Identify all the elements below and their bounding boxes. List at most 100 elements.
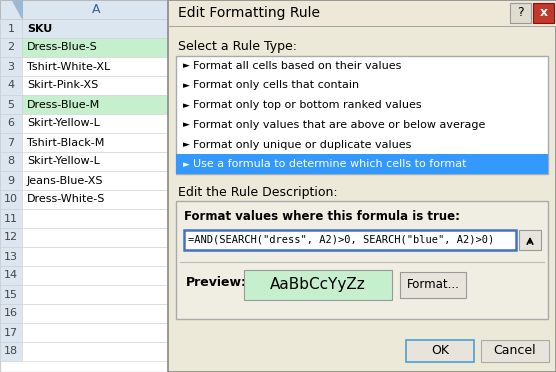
Text: ►: ► xyxy=(183,61,190,70)
Text: Edit the Rule Description:: Edit the Rule Description: xyxy=(178,186,337,199)
Text: Select a Rule Type:: Select a Rule Type: xyxy=(178,40,297,53)
Bar xyxy=(22,0,170,19)
Bar xyxy=(0,228,22,247)
Bar xyxy=(22,57,170,76)
Text: Format...: Format... xyxy=(406,279,459,292)
Bar xyxy=(22,342,170,361)
Bar xyxy=(510,3,531,23)
Text: ?: ? xyxy=(517,6,524,19)
Bar xyxy=(533,3,554,23)
Bar xyxy=(22,171,170,190)
Bar xyxy=(0,342,22,361)
Text: ►: ► xyxy=(183,120,190,129)
Bar xyxy=(22,133,170,152)
Bar xyxy=(0,247,22,266)
Text: x: x xyxy=(539,6,548,19)
Bar xyxy=(22,114,170,133)
Bar xyxy=(0,209,22,228)
Bar xyxy=(406,340,474,362)
Bar xyxy=(0,95,22,114)
Text: Preview:: Preview: xyxy=(186,276,247,289)
Text: Format values where this formula is true:: Format values where this formula is true… xyxy=(184,210,460,223)
Bar xyxy=(176,56,548,174)
Text: Skirt-Yellow-L: Skirt-Yellow-L xyxy=(27,119,100,128)
Bar xyxy=(168,0,556,26)
Text: Format only cells that contain: Format only cells that contain xyxy=(193,80,359,90)
Text: 8: 8 xyxy=(7,157,14,167)
Text: 11: 11 xyxy=(4,214,18,224)
Bar xyxy=(22,285,170,304)
Text: Format all cells based on their values: Format all cells based on their values xyxy=(193,61,401,71)
Bar xyxy=(184,230,516,250)
Bar xyxy=(22,304,170,323)
Bar xyxy=(0,171,22,190)
Text: 17: 17 xyxy=(4,327,18,337)
Bar xyxy=(0,152,22,171)
Bar xyxy=(0,76,22,95)
Bar xyxy=(22,95,170,114)
Text: Format only unique or duplicate values: Format only unique or duplicate values xyxy=(193,140,411,150)
Text: 18: 18 xyxy=(4,346,18,356)
Text: 3: 3 xyxy=(7,61,14,71)
Text: 5: 5 xyxy=(7,99,14,109)
Text: A: A xyxy=(92,3,100,16)
Bar xyxy=(22,209,170,228)
Bar xyxy=(0,190,22,209)
Text: SKU: SKU xyxy=(27,23,52,33)
Text: 4: 4 xyxy=(7,80,14,90)
Text: Use a formula to determine which cells to format: Use a formula to determine which cells t… xyxy=(193,159,466,169)
Bar xyxy=(0,38,22,57)
Bar xyxy=(22,19,170,38)
Bar xyxy=(176,201,548,319)
Text: Edit Formatting Rule: Edit Formatting Rule xyxy=(178,6,320,20)
Text: 13: 13 xyxy=(4,251,18,262)
Text: ►: ► xyxy=(183,81,190,90)
Bar xyxy=(22,228,170,247)
Text: 15: 15 xyxy=(4,289,18,299)
Text: ►: ► xyxy=(183,160,190,169)
Text: ►: ► xyxy=(183,101,190,110)
Text: 7: 7 xyxy=(7,138,14,148)
Text: Skirt-Yellow-L: Skirt-Yellow-L xyxy=(27,157,100,167)
Text: 9: 9 xyxy=(7,176,14,186)
Text: Cancel: Cancel xyxy=(494,344,537,357)
Bar xyxy=(0,19,22,38)
Bar xyxy=(22,323,170,342)
Bar xyxy=(0,285,22,304)
Bar xyxy=(481,340,549,362)
Bar xyxy=(519,230,541,250)
Text: 12: 12 xyxy=(4,232,18,243)
Text: Format only top or bottom ranked values: Format only top or bottom ranked values xyxy=(193,100,421,110)
Bar xyxy=(400,272,466,298)
Text: 16: 16 xyxy=(4,308,18,318)
Text: ►: ► xyxy=(183,140,190,149)
Bar xyxy=(0,304,22,323)
Bar xyxy=(22,76,170,95)
Text: Dress-Blue-S: Dress-Blue-S xyxy=(27,42,98,52)
Bar xyxy=(22,247,170,266)
Text: 2: 2 xyxy=(7,42,14,52)
Text: =AND(SEARCH("dress", A2)>0, SEARCH("blue", A2)>0): =AND(SEARCH("dress", A2)>0, SEARCH("blue… xyxy=(188,235,494,245)
Bar xyxy=(0,57,22,76)
Bar xyxy=(22,152,170,171)
Text: 14: 14 xyxy=(4,270,18,280)
Text: 10: 10 xyxy=(4,195,18,205)
Bar xyxy=(0,114,22,133)
Text: 1: 1 xyxy=(7,23,14,33)
Text: Skirt-Pink-XS: Skirt-Pink-XS xyxy=(27,80,98,90)
Text: Dress-Blue-M: Dress-Blue-M xyxy=(27,99,100,109)
Polygon shape xyxy=(13,1,22,18)
Bar xyxy=(22,266,170,285)
Text: AaBbCcYyZz: AaBbCcYyZz xyxy=(270,278,366,292)
Text: Tshirt-White-XL: Tshirt-White-XL xyxy=(27,61,110,71)
Text: OK: OK xyxy=(431,344,449,357)
Text: Tshirt-Black-M: Tshirt-Black-M xyxy=(27,138,105,148)
Bar xyxy=(0,323,22,342)
Bar xyxy=(244,270,392,300)
Bar xyxy=(0,266,22,285)
Text: Format only values that are above or below average: Format only values that are above or bel… xyxy=(193,120,485,130)
Text: 6: 6 xyxy=(7,119,14,128)
Bar xyxy=(22,38,170,57)
Bar xyxy=(22,190,170,209)
Bar xyxy=(168,0,556,372)
